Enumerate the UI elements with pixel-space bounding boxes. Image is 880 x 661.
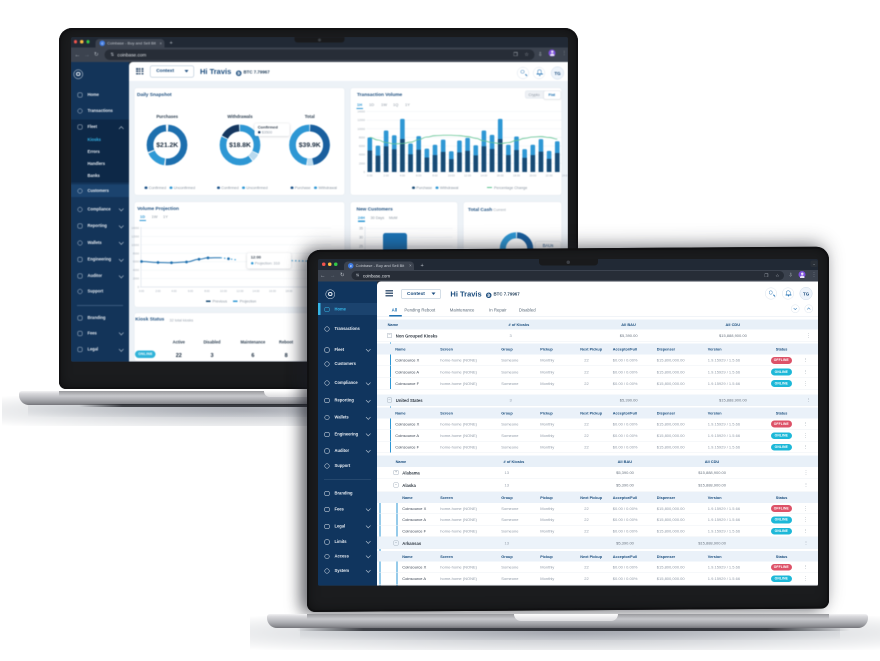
- svg-text:22:00: 22:00: [545, 174, 552, 178]
- svg-text:16:00: 16:00: [497, 174, 504, 178]
- svg-text:6:00: 6:00: [188, 289, 194, 293]
- svg-text:25: 25: [359, 245, 363, 249]
- svg-text:14:00: 14:00: [480, 174, 487, 178]
- svg-text:4000: 4000: [359, 153, 366, 157]
- svg-text:8000: 8000: [133, 252, 140, 256]
- svg-text:6000: 6000: [359, 145, 366, 149]
- svg-text:4:00: 4:00: [171, 289, 177, 293]
- svg-text:2000: 2000: [359, 162, 366, 166]
- svg-text:18:00: 18:00: [285, 289, 292, 293]
- svg-text:24:00: 24:00: [562, 174, 568, 178]
- svg-text:14000: 14000: [357, 110, 365, 114]
- svg-text:18:00: 18:00: [513, 174, 520, 178]
- svg-text:8:00: 8:00: [204, 289, 210, 293]
- svg-text:0: 0: [137, 285, 139, 289]
- svg-text:2:00: 2:00: [383, 174, 389, 178]
- svg-text:4000: 4000: [133, 269, 140, 273]
- svg-text:16:00: 16:00: [269, 289, 276, 293]
- svg-text:12:00: 12:00: [236, 289, 243, 293]
- svg-text:30: 30: [359, 236, 363, 240]
- svg-text:8000: 8000: [359, 136, 366, 140]
- svg-text:0:00: 0:00: [367, 174, 373, 178]
- svg-text:6:00: 6:00: [416, 174, 422, 178]
- svg-text:4:00: 4:00: [400, 174, 406, 178]
- svg-text:10000: 10000: [357, 127, 365, 131]
- svg-text:6000: 6000: [133, 260, 140, 264]
- svg-text:10:00: 10:00: [448, 174, 455, 178]
- svg-text:35: 35: [359, 227, 363, 231]
- svg-text:10:00: 10:00: [220, 289, 227, 293]
- svg-text:20:00: 20:00: [529, 174, 536, 178]
- svg-text:14000: 14000: [131, 226, 139, 230]
- svg-text:10000: 10000: [131, 243, 139, 247]
- svg-text:2:00: 2:00: [155, 289, 161, 293]
- svg-text:8:00: 8:00: [432, 174, 438, 178]
- svg-text:2000: 2000: [133, 277, 140, 281]
- svg-text:14:00: 14:00: [252, 289, 259, 293]
- svg-text:12:00: 12:00: [464, 174, 471, 178]
- svg-text:0: 0: [363, 170, 365, 174]
- svg-text:0:00: 0:00: [139, 289, 145, 293]
- svg-text:12000: 12000: [131, 235, 139, 239]
- svg-text:12000: 12000: [357, 119, 365, 123]
